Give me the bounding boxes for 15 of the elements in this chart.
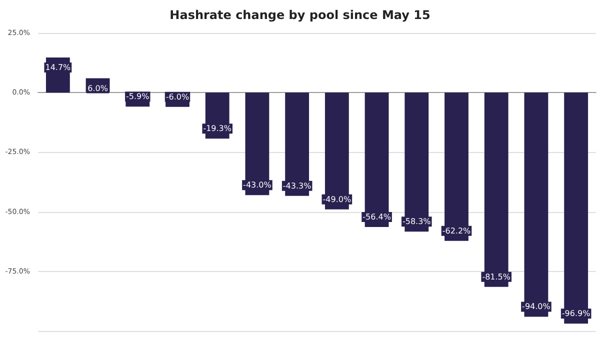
data-label: -58.3% (402, 217, 432, 226)
data-label: -94.0% (522, 302, 551, 312)
data-label: -6.0% (166, 92, 190, 102)
data-label: -81.5% (482, 272, 511, 282)
data-label: 6.0% (88, 84, 108, 93)
data-label: -43.3% (282, 181, 312, 190)
data-label: -5.9% (126, 92, 150, 102)
data-label: -43.0% (243, 180, 272, 190)
data-label: -56.4% (362, 212, 392, 222)
data-label: -96.9% (562, 309, 591, 318)
data-label: 14.7% (45, 63, 72, 72)
data-label: -49.0% (322, 194, 352, 204)
data-label: -19.3% (203, 124, 232, 134)
data-label: -62.2% (442, 226, 472, 236)
chart-title: Hashrate change by pool since May 15 (170, 8, 430, 22)
